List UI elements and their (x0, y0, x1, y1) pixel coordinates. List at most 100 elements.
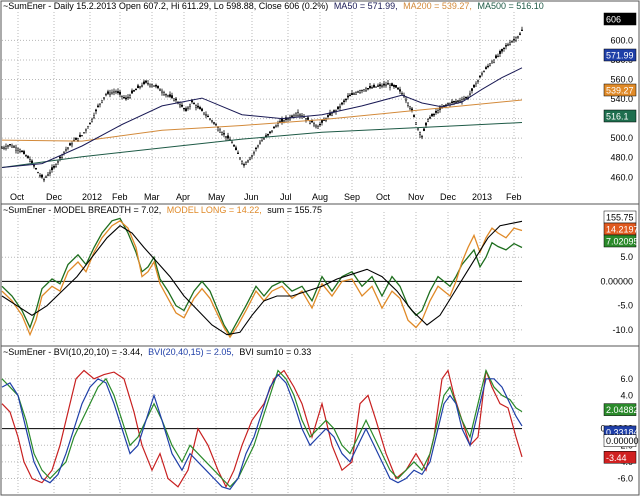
candle-body (68, 143, 71, 146)
candle-body (110, 92, 113, 94)
candle-body (146, 83, 149, 85)
y-tick-label: -5.0 (617, 301, 633, 311)
ma50-value-tag-box (603, 48, 637, 62)
candle-body (33, 165, 36, 167)
candle-body (273, 126, 276, 129)
y-tick-label: 5.0 (620, 252, 633, 262)
ma50-value-tag: 571.99 (606, 51, 634, 61)
candle-body (238, 157, 241, 160)
candle-body (287, 118, 290, 120)
x-tick-label: Apr (176, 192, 190, 202)
candle-body (483, 71, 486, 73)
candle-body (6, 145, 9, 147)
candle-body (477, 80, 480, 82)
bvi2-value-tag-box (603, 403, 637, 416)
candle-body (419, 132, 422, 135)
candle-body (383, 83, 386, 86)
candle-body (246, 159, 249, 163)
candle-body (429, 117, 432, 119)
candle-body (8, 144, 11, 146)
candle-body (513, 39, 516, 41)
candle-body (252, 152, 255, 154)
candle-body (144, 80, 147, 83)
bvi-series-line-2 (1, 373, 523, 490)
candle-body (347, 95, 350, 98)
candle-body (74, 137, 77, 140)
candle-body (196, 105, 199, 108)
candle-body (425, 122, 428, 126)
bvi2-header-text: BVI(20,40,15) = 2.05, (148, 347, 234, 357)
candle-body (132, 90, 135, 92)
ma200-value-tag-box (603, 83, 637, 97)
candle-body (19, 149, 22, 152)
candle-body (232, 145, 235, 147)
y-tick-label: -6.0 (617, 474, 633, 484)
candle-body (188, 104, 191, 107)
candle-body (206, 115, 209, 118)
candle-body (138, 86, 141, 88)
candle-body (413, 115, 416, 117)
breadth-series-line-0 (1, 217, 523, 336)
candle-body (162, 92, 165, 96)
candle-body (259, 141, 262, 144)
candle-body (367, 88, 370, 90)
candle-body (242, 164, 245, 166)
candle-body (136, 85, 139, 89)
candle-body (202, 112, 205, 115)
candle-body (43, 179, 46, 181)
y-tick-label: 4.0 (620, 390, 633, 400)
y-tick-label: 560.0 (610, 75, 633, 85)
svg-text:~SumEner - Daily 15.2.2013 Ope: ~SumEner - Daily 15.2.2013 Open 607.2, H… (3, 1, 544, 11)
bvi-series-line-1 (1, 368, 523, 488)
ma500-line (1, 122, 523, 168)
candle-body (41, 174, 44, 178)
candle-body (212, 122, 215, 124)
candle-body (244, 162, 247, 165)
ma500-value-tag: 516.1 (606, 112, 629, 122)
candle-body (271, 130, 274, 132)
x-tick-label: Dec (440, 192, 457, 202)
candle-body (463, 98, 466, 100)
candle-body (55, 164, 58, 167)
candle-body (381, 85, 384, 87)
x-tick-label: Jun (244, 192, 259, 202)
candle-body (511, 40, 514, 43)
candle-body (25, 155, 28, 157)
candle-body (313, 123, 316, 126)
candle-body (112, 91, 115, 93)
breadth-sum-header-text: sum = 155.75 (267, 205, 322, 215)
candle-body (431, 113, 434, 117)
candle-body (126, 96, 129, 99)
candle-body (457, 100, 460, 102)
candle-body (66, 147, 69, 149)
candle-body (519, 33, 522, 35)
candle-body (130, 90, 133, 94)
candle-body (190, 100, 193, 103)
candle-body (94, 109, 97, 112)
x-tick-label: Feb (112, 192, 128, 202)
candle-body (355, 92, 358, 95)
candle-body (371, 87, 374, 89)
candle-body (80, 135, 83, 137)
candle-body (4, 146, 7, 149)
candle-body (210, 120, 213, 122)
x-tick-label: Nov (408, 192, 425, 202)
candle-body (321, 120, 324, 123)
x-tick-label: Sep (344, 192, 360, 202)
candle-body (269, 131, 272, 134)
breadth-header-text: ~SumEner - MODEL BREADTH = 7.02, (3, 205, 161, 215)
candle-body (21, 150, 24, 153)
candle-body (192, 103, 195, 105)
candle-body (108, 92, 111, 96)
candle-body (261, 140, 264, 142)
candle-body (455, 101, 458, 103)
candle-body (86, 126, 89, 129)
candle-body (158, 89, 161, 92)
candle-body (45, 176, 48, 178)
candle-body (453, 101, 456, 103)
candle-body (387, 83, 390, 85)
candle-body (275, 125, 278, 127)
candle-body (92, 114, 95, 118)
candle-body (128, 94, 131, 98)
